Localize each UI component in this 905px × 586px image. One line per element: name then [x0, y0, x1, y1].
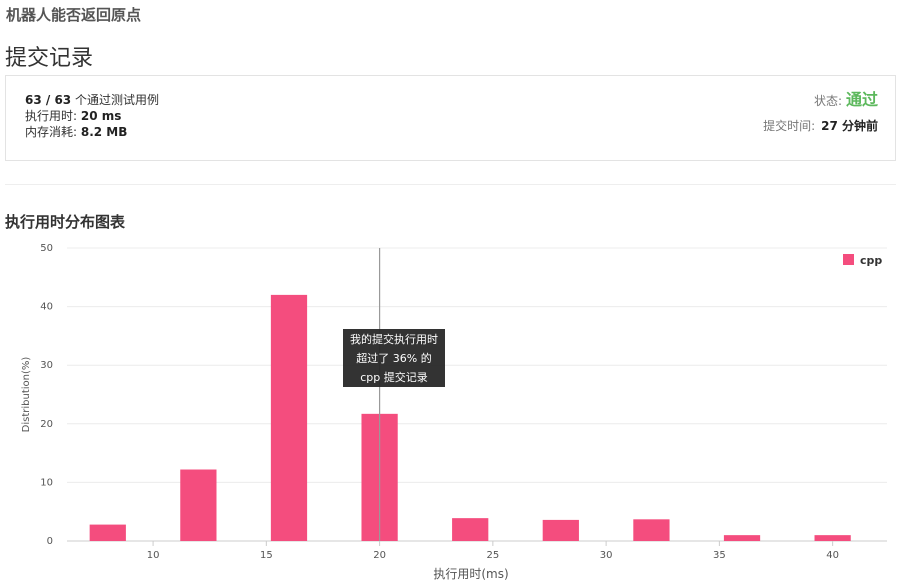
runtime-label: 执行用时: [25, 109, 78, 123]
runtime-value: 20 ms [80, 109, 122, 123]
bar [180, 469, 217, 541]
chart-section-title: 执行用时分布图表 [5, 213, 126, 231]
tooltip-line-3: cpp 提交记录 [360, 371, 428, 384]
divider [5, 184, 896, 185]
bar [89, 524, 126, 541]
page-title: 提交记录 [5, 46, 94, 71]
submission-stats: 63 / 63 个通过测试用例 执行用时: 20 ms 内存消耗: 8.2 MB [25, 92, 159, 140]
runtime-row: 执行用时: 20 ms [25, 108, 159, 124]
submit-time-value: 27 分钟前 [821, 119, 878, 133]
problem-title: 机器人能否返回原点 [6, 6, 142, 24]
y-tick-label: 40 [40, 302, 53, 313]
y-axis-label: Distribution(%) [21, 357, 32, 433]
submission-status: 状态: 通过 提交时间: 27 分钟前 [763, 88, 878, 134]
chart-tooltip: 我的提交执行用时 超过了 36% 的 cpp 提交记录 [343, 329, 445, 387]
x-tick-label: 40 [826, 550, 839, 561]
x-tick-label: 20 [373, 550, 386, 561]
y-tick-label: 20 [40, 419, 53, 430]
bar [542, 519, 579, 541]
submit-time-row: 提交时间: 27 分钟前 [763, 117, 878, 134]
bar [633, 519, 670, 541]
passed-cases-label: 个通过测试用例 [74, 93, 159, 107]
tooltip-line-2: 超过了 36% 的 [356, 352, 432, 365]
memory-label: 内存消耗: [25, 125, 78, 139]
y-tick-label: 50 [40, 243, 53, 254]
x-tick-label: 35 [713, 550, 726, 561]
y-tick-label: 10 [40, 477, 53, 488]
memory-row: 内存消耗: 8.2 MB [25, 124, 159, 140]
x-tick-label: 30 [600, 550, 613, 561]
status-label: 状态: [813, 94, 842, 108]
y-tick-label: 0 [47, 536, 53, 547]
bar [723, 535, 761, 541]
legend-swatch [843, 254, 854, 265]
bar [814, 535, 851, 541]
status-row: 状态: 通过 [763, 88, 878, 112]
x-tick-label: 15 [260, 550, 273, 561]
x-tick-label: 25 [486, 550, 499, 561]
runtime-distribution-chart: 0 10 20 30 40 50 10 15 20 25 30 35 40 执行用时(ms) Distrib… [21, 243, 887, 581]
y-tick-label: 30 [40, 360, 53, 371]
passed-cases-count: 63 / 63 [25, 93, 72, 107]
tooltip-line-1: 我的提交执行用时 [350, 333, 438, 346]
status-value: 通过 [845, 90, 878, 109]
passed-cases-row: 63 / 63 个通过测试用例 [25, 92, 159, 108]
memory-value: 8.2 MB [80, 125, 128, 139]
bar [452, 518, 489, 541]
x-tick-label: 10 [147, 550, 160, 561]
x-axis-label: 执行用时(ms) [433, 567, 508, 581]
legend-label: cpp [860, 254, 882, 267]
submit-time-label: 提交时间: [763, 119, 816, 133]
submission-summary-card: 63 / 63 个通过测试用例 执行用时: 20 ms 内存消耗: 8.2 MB… [5, 75, 896, 161]
bar [270, 294, 308, 541]
